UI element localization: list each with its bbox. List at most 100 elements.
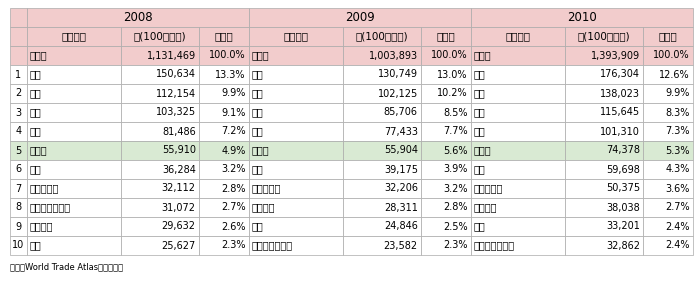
Text: シェア: シェア	[436, 31, 455, 42]
Bar	[199, 103, 249, 122]
Bar	[199, 160, 249, 179]
Text: 23,582: 23,582	[384, 241, 418, 250]
Text: 100.0%: 100.0%	[431, 50, 468, 61]
Text: サウジアラビア: サウジアラビア	[252, 241, 293, 250]
Text: 3.6%: 3.6%	[666, 183, 690, 194]
Text: 32,206: 32,206	[384, 183, 418, 194]
Text: 世界計: 世界計	[252, 50, 270, 61]
Text: マレーシア: マレーシア	[474, 183, 503, 194]
Text: 国・地域: 国・地域	[505, 31, 530, 42]
Bar	[10, 217, 26, 236]
Bar	[249, 141, 343, 160]
Text: 2.6%: 2.6%	[221, 222, 246, 231]
Text: 3.2%: 3.2%	[221, 164, 246, 175]
Text: 59,698: 59,698	[606, 164, 640, 175]
Text: 115,645: 115,645	[600, 108, 640, 117]
Bar	[199, 84, 249, 103]
Text: 77,433: 77,433	[384, 127, 418, 136]
Bar	[643, 46, 693, 65]
Bar	[199, 198, 249, 217]
Bar	[471, 84, 565, 103]
Bar	[343, 160, 421, 179]
Text: 7.3%: 7.3%	[666, 127, 690, 136]
Bar	[249, 217, 343, 236]
Bar	[26, 179, 121, 198]
Bar	[643, 160, 693, 179]
Bar	[343, 84, 421, 103]
Bar	[249, 46, 343, 65]
Text: 6: 6	[15, 164, 22, 175]
Text: シェア: シェア	[215, 31, 233, 42]
Bar	[249, 160, 343, 179]
Text: 4.9%: 4.9%	[222, 145, 246, 155]
Text: タイ: タイ	[30, 241, 41, 250]
Bar	[565, 65, 643, 84]
Bar	[565, 236, 643, 255]
Bar	[121, 198, 199, 217]
Text: 2: 2	[15, 89, 22, 98]
Text: シェア: シェア	[659, 31, 677, 42]
Bar	[471, 198, 565, 217]
Bar	[10, 8, 26, 27]
Bar	[249, 65, 343, 84]
Text: 36,284: 36,284	[162, 164, 196, 175]
Text: 81,486: 81,486	[162, 127, 196, 136]
Bar	[249, 179, 343, 198]
Bar	[121, 217, 199, 236]
Bar	[26, 160, 121, 179]
Text: 85,706: 85,706	[384, 108, 418, 117]
Text: 31,072: 31,072	[162, 203, 196, 213]
Text: サウジアラビア: サウジアラビア	[474, 241, 515, 250]
Bar	[343, 198, 421, 217]
Bar	[421, 236, 471, 255]
Bar	[643, 84, 693, 103]
Bar	[26, 84, 121, 103]
Text: 韓国: 韓国	[474, 89, 486, 98]
Bar	[121, 27, 199, 46]
Text: 13.0%: 13.0%	[438, 70, 468, 80]
Text: 2.8%: 2.8%	[443, 203, 468, 213]
Bar	[643, 122, 693, 141]
Bar	[10, 65, 26, 84]
Text: マレーシア: マレーシア	[30, 183, 59, 194]
Text: 日本: 日本	[30, 70, 41, 80]
Bar	[249, 103, 343, 122]
Bar	[121, 179, 199, 198]
Bar	[121, 46, 199, 65]
Bar	[643, 217, 693, 236]
Bar	[565, 84, 643, 103]
Text: 2.4%: 2.4%	[666, 241, 690, 250]
Text: 24,846: 24,846	[384, 222, 418, 231]
Text: 7.7%: 7.7%	[443, 127, 468, 136]
Text: 74,378: 74,378	[606, 145, 640, 155]
Bar	[10, 160, 26, 179]
Text: ブラジル: ブラジル	[474, 203, 498, 213]
Text: 38,038: 38,038	[606, 203, 640, 213]
Text: 米国: 米国	[30, 127, 41, 136]
Text: ブラジル: ブラジル	[252, 203, 275, 213]
Bar	[199, 46, 249, 65]
Bar	[565, 160, 643, 179]
Bar	[199, 65, 249, 84]
Bar	[249, 27, 343, 46]
Bar	[249, 198, 343, 217]
Bar	[565, 27, 643, 46]
Text: 100.0%: 100.0%	[209, 50, 246, 61]
Bar	[471, 103, 565, 122]
Text: 韓国: 韓国	[252, 89, 263, 98]
Bar	[26, 217, 121, 236]
Bar	[343, 65, 421, 84]
Text: 2.3%: 2.3%	[443, 241, 468, 250]
Bar	[199, 141, 249, 160]
Text: ドイツ: ドイツ	[30, 145, 47, 155]
Bar	[249, 84, 343, 103]
Text: 9.9%: 9.9%	[222, 89, 246, 98]
Bar	[26, 122, 121, 141]
Text: 13.3%: 13.3%	[215, 70, 246, 80]
Text: 10.2%: 10.2%	[437, 89, 468, 98]
Bar	[26, 236, 121, 255]
Bar	[343, 236, 421, 255]
Text: 55,904: 55,904	[384, 145, 418, 155]
Bar	[565, 179, 643, 198]
Bar	[565, 217, 643, 236]
